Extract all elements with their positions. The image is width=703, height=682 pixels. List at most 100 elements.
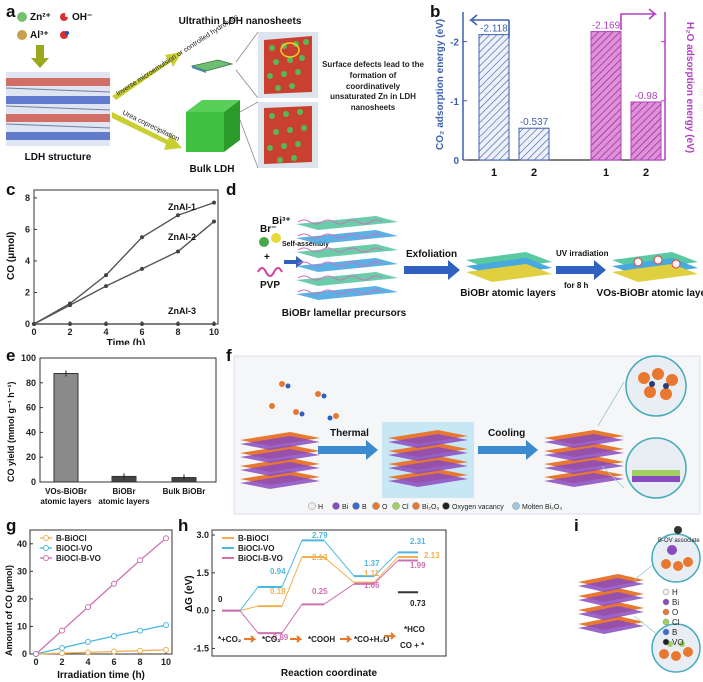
c-point [140,235,144,240]
e-ylabel: CO yield (mmol g⁻¹ h⁻¹) [6,381,16,482]
oh-ion-label: OH⁻ [72,12,92,23]
atomic-layer-sheet [466,252,552,282]
f-legend-label: Bi₂O₃ [422,504,439,511]
f-layer-under [388,447,468,461]
e-ytick-label: 40 [26,427,36,437]
d-pvp-chain [297,289,383,295]
b-bar [630,101,662,161]
i-legend-swatch [662,598,670,606]
uv-arrow [556,260,606,280]
d-pvp-chain [297,275,383,281]
plus-sign: + [264,252,270,263]
ldh-structure-label: LDH structure [25,152,92,163]
panel-f-schematic: Thermal Cooling H Bi B O Cl Bi₂O₃ Oxygen vacan… [233,355,701,515]
f-legend-label: H [318,504,323,511]
g-point [33,651,39,657]
h-legend-label: BiOCl-VO [238,544,274,553]
g-point [111,633,117,640]
e-category-label: VOs-BiOBr atomic layers [40,487,92,506]
h-connector [373,560,399,585]
molten-layer-stack [388,430,468,487]
g-xtick-label: 6 [111,657,116,667]
uv-label: UV irradiation [556,249,609,258]
exfoliation-label: Exfoliation [406,249,457,260]
g-point [85,604,91,611]
f-layer-under [388,473,468,487]
d-layer [296,286,398,300]
panel-label-c: c [6,180,16,199]
f-legend-label: Bi [342,504,349,511]
scattered-precursors [269,381,339,421]
c-ytick-label: 6 [25,224,30,234]
e-ytick-label: 20 [26,452,36,462]
h-path-label: *COOH [308,635,335,644]
g-ytick-label: 40 [17,539,27,549]
i-legend-label: VO [672,638,684,647]
d-layer [296,258,398,272]
h-ytick-label: 1.5 [196,568,209,578]
f-layer-under [388,460,468,474]
h-connector [239,605,259,612]
g-point [163,646,169,653]
bulk-ldh-label: Bulk LDH [190,164,235,175]
i-legend-swatch [662,588,670,596]
g-ylabel: Amount of CO (μmol) [4,565,14,656]
c-point [176,322,180,326]
h-value-label: 2.13 [312,553,328,562]
i-legend-label: B [672,628,677,637]
uv-time-label: for 8 h [564,281,589,290]
panel-label-b: b [430,2,441,21]
h-step-arrow [290,635,303,643]
g-point [111,648,117,655]
panel-label-f: f [226,346,232,365]
exfoliation-arrow [404,260,460,280]
h-value-label: -0.89 [270,633,289,642]
b-ytick-label: -2 [450,38,459,49]
d-layer [296,272,398,286]
path-arrow-bottom [112,112,182,150]
g-point [111,580,117,587]
zoom-circle-top [625,355,687,417]
h-value-label: 1.11 [364,569,380,578]
c-point [140,266,144,271]
h-value-label: 1.06 [364,581,380,590]
panel-g-chart: 0 2 4 6 8 10 0 10 20 30 40 B-BiOClBiOCl-VOBiOCl-B-V… [4,529,173,681]
g-legend-label: B-BiOCl [56,534,87,543]
bulk-ldh-cube [186,100,240,152]
h-connector [323,540,355,577]
g-point [59,644,65,651]
f-legend-swatch [512,502,520,510]
c-point [104,322,108,326]
c-series-line [33,201,215,325]
bi-ion-icon [271,233,281,243]
i-layer-under [578,578,644,592]
b-bar [478,34,510,161]
h-path-label: *+CO₂ [218,635,242,644]
c-point [176,249,180,254]
cooling-arrow [478,440,538,460]
b-ytick-label: 0 [453,156,459,167]
c-ylabel: CO (μmol) [6,232,17,280]
b-x-category: 1 [603,167,609,179]
b-x-category: 2 [643,167,649,179]
i-layer-under [578,606,644,620]
g-series-line [35,624,167,655]
panel-c-chart: 0 2 4 6 8 10 0 2 4 6 8 ZnAl-1 ZnAl-2 ZnAl-3 Time (h) CO… [6,189,219,345]
c-point [104,284,108,289]
c-ytick-label: 0 [25,319,30,329]
g-legend-label: BiOCl-B-VO [56,554,101,563]
g-point [59,650,65,657]
i-legend-swatch [662,638,670,646]
g-ytick-label: 20 [17,594,27,604]
thermal-arrow [318,440,378,460]
h-value-label: 0 [218,595,223,604]
thermal-label: Thermal [330,428,369,439]
g-series-line [35,649,167,655]
bulk-atoms-view [258,102,318,168]
g-point [163,535,169,542]
h-legend-label: B-BiOCl [238,534,269,543]
initial-layer-stack [240,432,320,489]
f-legend-label: Cl [402,504,409,511]
g-point [85,638,91,645]
panel-e-chart: 0 20 40 60 80 100 VOs-BiOBr atomic layers BiOBr a… [6,353,217,506]
